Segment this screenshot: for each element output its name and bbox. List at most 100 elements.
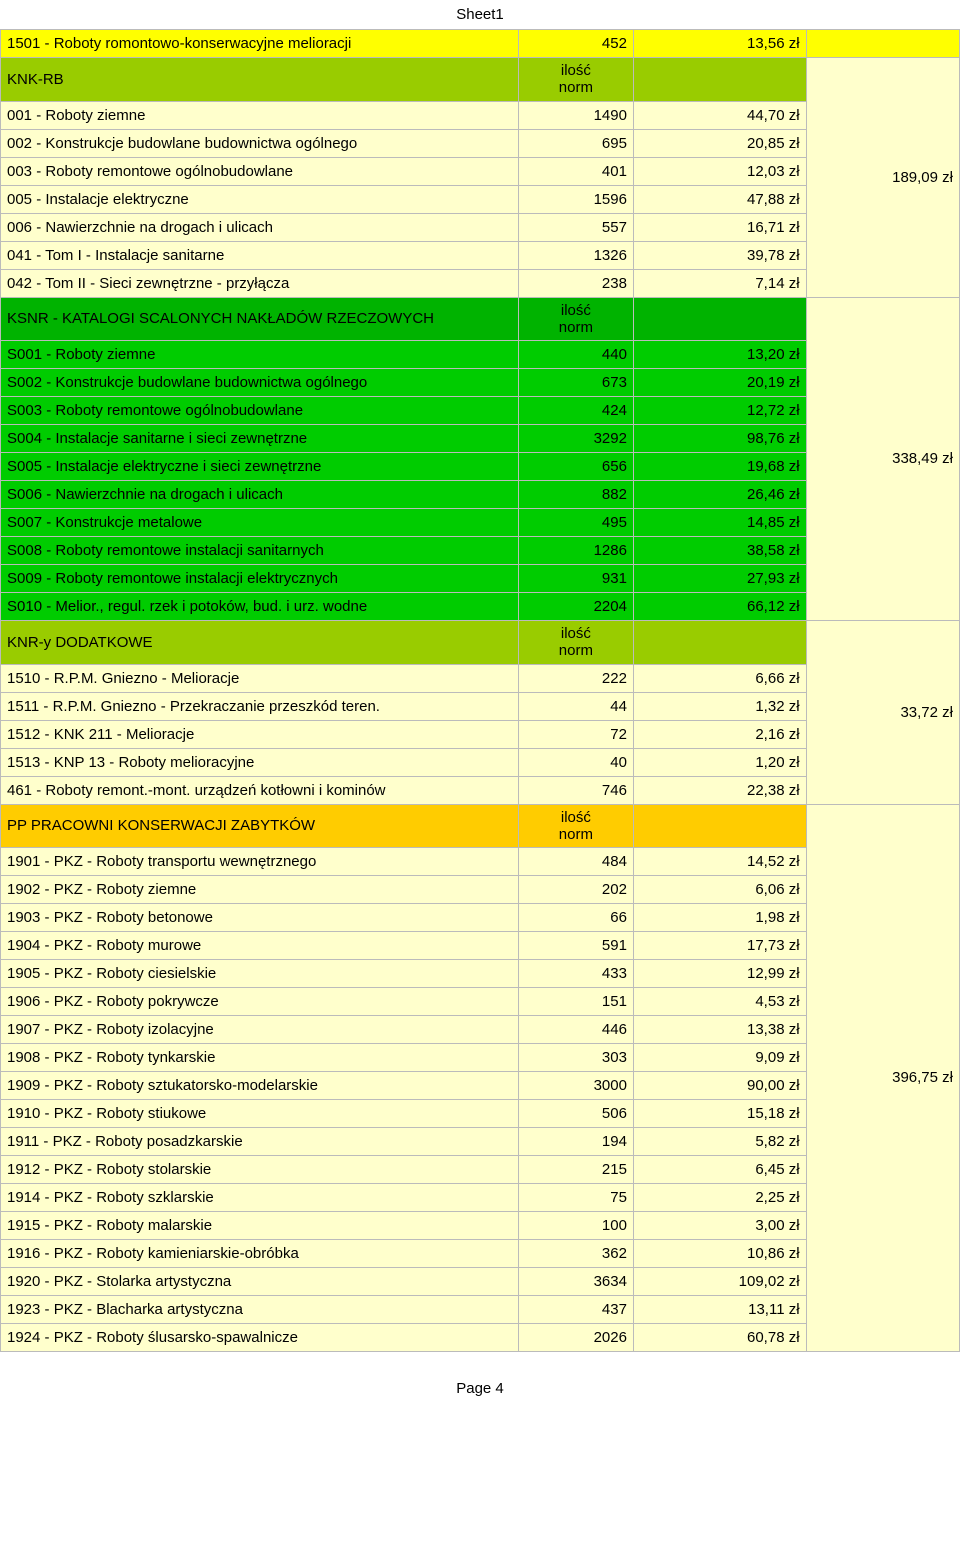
row-count: 424 [518, 397, 633, 425]
row-label: S006 - Nawierzchnie na drogach i ulicach [1, 481, 519, 509]
row-count: 362 [518, 1240, 633, 1268]
row-count: 238 [518, 269, 633, 297]
row-price: 19,68 zł [633, 453, 806, 481]
row-price: 98,76 zł [633, 425, 806, 453]
row-label: 1920 - PKZ - Stolarka artystyczna [1, 1268, 519, 1296]
row-price: 60,78 zł [633, 1324, 806, 1352]
row-price: 13,11 zł [633, 1296, 806, 1324]
row-label: 1914 - PKZ - Roboty szklarskie [1, 1184, 519, 1212]
row-count: 1326 [518, 241, 633, 269]
row-price: 20,85 zł [633, 129, 806, 157]
row-count: 931 [518, 565, 633, 593]
row-count: 66 [518, 904, 633, 932]
row-price: 13,38 zł [633, 1016, 806, 1044]
row-count: 202 [518, 876, 633, 904]
row-label: 1915 - PKZ - Roboty malarskie [1, 1212, 519, 1240]
row-count: 452 [518, 30, 633, 58]
row-count: 44 [518, 692, 633, 720]
row-price: 6,06 zł [633, 876, 806, 904]
row-label: 1511 - R.P.M. Gniezno - Przekraczanie pr… [1, 692, 519, 720]
row-count: 303 [518, 1044, 633, 1072]
row-price: 17,73 zł [633, 932, 806, 960]
ilosc-norm-label: ilośćnorm [518, 58, 633, 102]
row-count: 440 [518, 341, 633, 369]
row-label: 1912 - PKZ - Roboty stolarskie [1, 1156, 519, 1184]
row-price: 7,14 zł [633, 269, 806, 297]
section-header: KNK-RBilośćnorm189,09 zł [1, 58, 960, 102]
row-count: 3634 [518, 1268, 633, 1296]
row-count: 2204 [518, 593, 633, 621]
row-count: 215 [518, 1156, 633, 1184]
row-price: 47,88 zł [633, 185, 806, 213]
row-count: 495 [518, 509, 633, 537]
row-count: 484 [518, 848, 633, 876]
row-price: 39,78 zł [633, 241, 806, 269]
row-label: S001 - Roboty ziemne [1, 341, 519, 369]
section-title: KNR-y DODATKOWE [1, 621, 519, 665]
row-count: 557 [518, 213, 633, 241]
row-count: 882 [518, 481, 633, 509]
row-price: 2,16 zł [633, 720, 806, 748]
row-price: 2,25 zł [633, 1184, 806, 1212]
section-total: 189,09 zł [806, 58, 959, 298]
row-count: 40 [518, 748, 633, 776]
row-count: 437 [518, 1296, 633, 1324]
row-label: S002 - Konstrukcje budowlane budownictwa… [1, 369, 519, 397]
row-label: S008 - Roboty remontowe instalacji sanit… [1, 537, 519, 565]
row-count: 695 [518, 129, 633, 157]
row-label: 461 - Roboty remont.-mont. urządzeń kotł… [1, 776, 519, 804]
row-price: 13,56 zł [633, 30, 806, 58]
row-count: 3000 [518, 1072, 633, 1100]
row-price: 1,32 zł [633, 692, 806, 720]
row-price: 12,03 zł [633, 157, 806, 185]
section-title: KSNR - KATALOGI SCALONYCH NAKŁADÓW RZECZ… [1, 297, 519, 341]
row-label: 1903 - PKZ - Roboty betonowe [1, 904, 519, 932]
row-label: 041 - Tom I - Instalacje sanitarne [1, 241, 519, 269]
row-label: 1512 - KNK 211 - Melioracje [1, 720, 519, 748]
row-label: 1924 - PKZ - Roboty ślusarsko-spawalnicz… [1, 1324, 519, 1352]
row-count: 1596 [518, 185, 633, 213]
section-total: 338,49 zł [806, 297, 959, 621]
row-label: S010 - Melior., regul. rzek i potoków, b… [1, 593, 519, 621]
row-label: 1901 - PKZ - Roboty transportu wewnętrzn… [1, 848, 519, 876]
row-label: 1923 - PKZ - Blacharka artystyczna [1, 1296, 519, 1324]
row-price: 6,66 zł [633, 664, 806, 692]
row-label: 1909 - PKZ - Roboty sztukatorsko-modelar… [1, 1072, 519, 1100]
row-count: 401 [518, 157, 633, 185]
row-price: 14,52 zł [633, 848, 806, 876]
row-count: 1286 [518, 537, 633, 565]
row-label: 005 - Instalacje elektryczne [1, 185, 519, 213]
section-total: 33,72 zł [806, 621, 959, 805]
row-label: 1513 - KNP 13 - Roboty melioracyjne [1, 748, 519, 776]
row-count: 222 [518, 664, 633, 692]
row-count: 75 [518, 1184, 633, 1212]
row-price: 22,38 zł [633, 776, 806, 804]
row-price: 27,93 zł [633, 565, 806, 593]
row-label: 1910 - PKZ - Roboty stiukowe [1, 1100, 519, 1128]
row-label: 1905 - PKZ - Roboty ciesielskie [1, 960, 519, 988]
row-label: S003 - Roboty remontowe ogólnobudowlane [1, 397, 519, 425]
table-row: 1501 - Roboty romontowo-konserwacyjne me… [1, 30, 960, 58]
row-count: 506 [518, 1100, 633, 1128]
section-header: PP PRACOWNI KONSERWACJI ZABYTKÓWilośćnor… [1, 804, 960, 848]
row-count: 673 [518, 369, 633, 397]
row-count: 433 [518, 960, 633, 988]
row-label: 002 - Konstrukcje budowlane budownictwa … [1, 129, 519, 157]
row-label: 1906 - PKZ - Roboty pokrywcze [1, 988, 519, 1016]
section-title: PP PRACOWNI KONSERWACJI ZABYTKÓW [1, 804, 519, 848]
row-label: 1907 - PKZ - Roboty izolacyjne [1, 1016, 519, 1044]
row-total [806, 30, 959, 58]
row-price: 90,00 zł [633, 1072, 806, 1100]
row-label: 003 - Roboty remontowe ogólnobudowlane [1, 157, 519, 185]
ilosc-norm-label: ilośćnorm [518, 804, 633, 848]
row-label: 1501 - Roboty romontowo-konserwacyjne me… [1, 30, 519, 58]
section-header: KSNR - KATALOGI SCALONYCH NAKŁADÓW RZECZ… [1, 297, 960, 341]
row-price: 20,19 zł [633, 369, 806, 397]
row-label: 006 - Nawierzchnie na drogach i ulicach [1, 213, 519, 241]
ilosc-norm-label: ilośćnorm [518, 297, 633, 341]
row-price: 14,85 zł [633, 509, 806, 537]
row-price: 13,20 zł [633, 341, 806, 369]
row-price: 38,58 zł [633, 537, 806, 565]
row-count: 1490 [518, 101, 633, 129]
row-count: 3292 [518, 425, 633, 453]
